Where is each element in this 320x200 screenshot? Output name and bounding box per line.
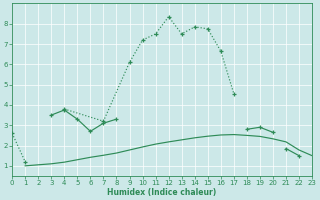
X-axis label: Humidex (Indice chaleur): Humidex (Indice chaleur): [108, 188, 217, 197]
